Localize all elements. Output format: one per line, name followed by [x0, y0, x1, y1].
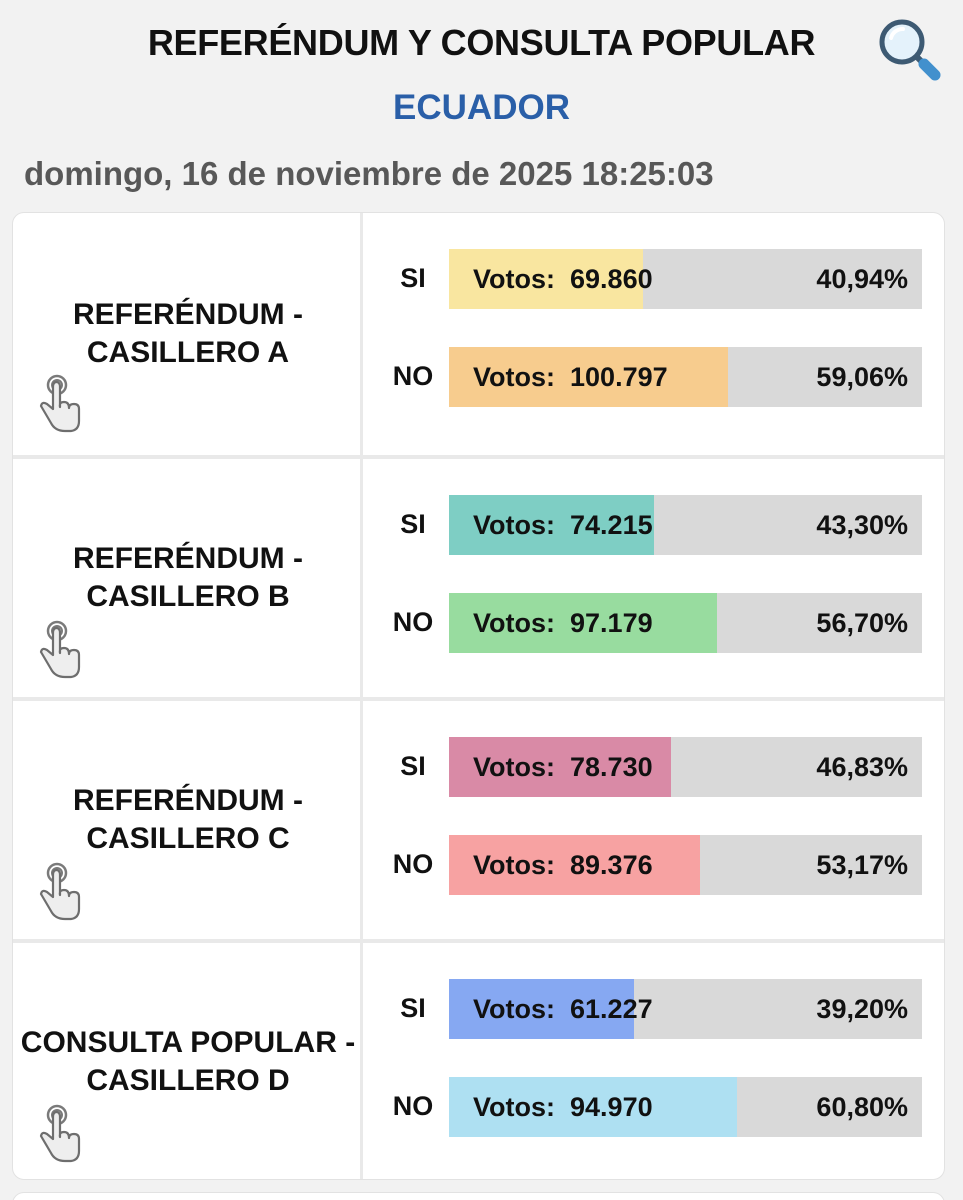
vote-count: Votos: 61.227	[473, 979, 653, 1039]
vote-count: Votos: 89.376	[473, 835, 653, 895]
votes-prefix: Votos:	[473, 264, 555, 294]
option-label: NO	[392, 849, 434, 879]
vote-percent: 43,30%	[816, 510, 908, 540]
vote-bar: Votos: 74.215 43,30%	[449, 495, 922, 555]
votes-prefix: Votos:	[473, 510, 555, 540]
vote-bar-fill	[449, 979, 635, 1039]
votes-value: 61.227	[570, 994, 653, 1024]
option-label: NO	[392, 1091, 434, 1121]
vote-bar-fill	[449, 593, 718, 653]
results-card: REFERÉNDUM - CASILLERO A SI Votos: 69.860…	[12, 212, 945, 1180]
vote-bar: Votos: 100.797 59,06%	[449, 347, 922, 407]
option-label: SI	[400, 993, 426, 1023]
question-name: CONSULTA POPULAR - CASILLERO D	[20, 1026, 356, 1097]
question-label-cell[interactable]: REFERÉNDUM - CASILLERO A	[13, 213, 363, 455]
question-name: REFERÉNDUM - CASILLERO B	[73, 542, 303, 613]
question-label-cell[interactable]: REFERÉNDUM - CASILLERO B	[13, 459, 363, 697]
vote-count: Votos: 97.179	[473, 593, 653, 653]
vote-count: Votos: 94.970	[473, 1077, 653, 1137]
votes-value: 78.730	[570, 752, 653, 782]
votes-prefix: Votos:	[473, 752, 555, 782]
vote-bar: Votos: 69.860 40,94%	[449, 249, 922, 309]
option-label: NO	[392, 607, 434, 637]
vote-count: Votos: 100.797	[473, 347, 668, 407]
vote-bar-fill	[449, 347, 729, 407]
page-title: REFERÉNDUM Y CONSULTA POPULAR	[147, 22, 816, 63]
votes-prefix: Votos:	[473, 1092, 555, 1122]
votes-value: 89.376	[570, 850, 653, 880]
question-label-cell[interactable]: REFERÉNDUM - CASILLERO C	[13, 701, 363, 939]
vote-percent: 46,83%	[816, 752, 908, 782]
option-label: SI	[400, 751, 426, 781]
tap-hand-icon[interactable]	[33, 373, 85, 435]
vote-bar: Votos: 78.730 46,83%	[449, 737, 922, 797]
tap-hand-icon[interactable]	[33, 619, 85, 681]
votes-prefix: Votos:	[473, 608, 555, 638]
vote-percent: 59,06%	[816, 362, 908, 392]
question-name: REFERÉNDUM - CASILLERO A	[73, 298, 303, 369]
vote-count: Votos: 69.860	[473, 249, 653, 309]
vote-bar-fill	[449, 737, 671, 797]
vote-bar: Votos: 89.376 53,17%	[449, 835, 922, 895]
vote-bar: Votos: 94.970 60,80%	[449, 1077, 922, 1137]
question-name: REFERÉNDUM - CASILLERO C	[73, 784, 303, 855]
question-row[interactable]: REFERÉNDUM - CASILLERO A SI Votos: 69.860…	[13, 213, 944, 455]
update-datetime: domingo, 16 de noviembre de 2025 18:25:0…	[24, 155, 714, 192]
vote-percent: 60,80%	[816, 1092, 908, 1122]
vote-percent: 40,94%	[816, 264, 908, 294]
option-label: SI	[400, 509, 426, 539]
question-row[interactable]: REFERÉNDUM - CASILLERO C SI Votos: 78.730…	[13, 697, 944, 939]
option-label: NO	[392, 361, 434, 391]
search-icon[interactable]	[872, 12, 944, 84]
votes-value: 97.179	[570, 608, 653, 638]
country-subtitle: ECUADOR	[393, 88, 570, 127]
question-row[interactable]: REFERÉNDUM - CASILLERO B SI Votos: 74.215…	[13, 455, 944, 697]
option-label: SI	[400, 263, 426, 293]
vote-bar: Votos: 61.227 39,20%	[449, 979, 922, 1039]
votes-value: 74.215	[570, 510, 653, 540]
votes-prefix: Votos:	[473, 362, 555, 392]
question-row[interactable]: CONSULTA POPULAR - CASILLERO D SI Votos: …	[13, 939, 944, 1179]
vote-percent: 56,70%	[816, 608, 908, 638]
vote-count: Votos: 74.215	[473, 495, 653, 555]
vote-bar: Votos: 97.179 56,70%	[449, 593, 922, 653]
vote-count: Votos: 78.730	[473, 737, 653, 797]
votes-prefix: Votos:	[473, 994, 555, 1024]
votes-value: 94.970	[570, 1092, 653, 1122]
votes-value: 100.797	[570, 362, 668, 392]
tap-hand-icon[interactable]	[33, 861, 85, 923]
question-label-cell[interactable]: CONSULTA POPULAR - CASILLERO D	[13, 943, 363, 1179]
votes-prefix: Votos:	[473, 850, 555, 880]
vote-bar-fill	[449, 1077, 737, 1137]
tap-hand-icon[interactable]	[33, 1103, 85, 1165]
vote-bar-fill	[449, 835, 701, 895]
vote-percent: 53,17%	[816, 850, 908, 880]
vote-bar-fill	[449, 495, 654, 555]
header: REFERÉNDUM Y CONSULTA POPULAR ECUADOR do…	[0, 0, 963, 212]
vote-bar-fill	[449, 249, 643, 309]
votes-value: 69.860	[570, 264, 653, 294]
vote-percent: 39,20%	[816, 994, 908, 1024]
next-card	[12, 1192, 945, 1200]
